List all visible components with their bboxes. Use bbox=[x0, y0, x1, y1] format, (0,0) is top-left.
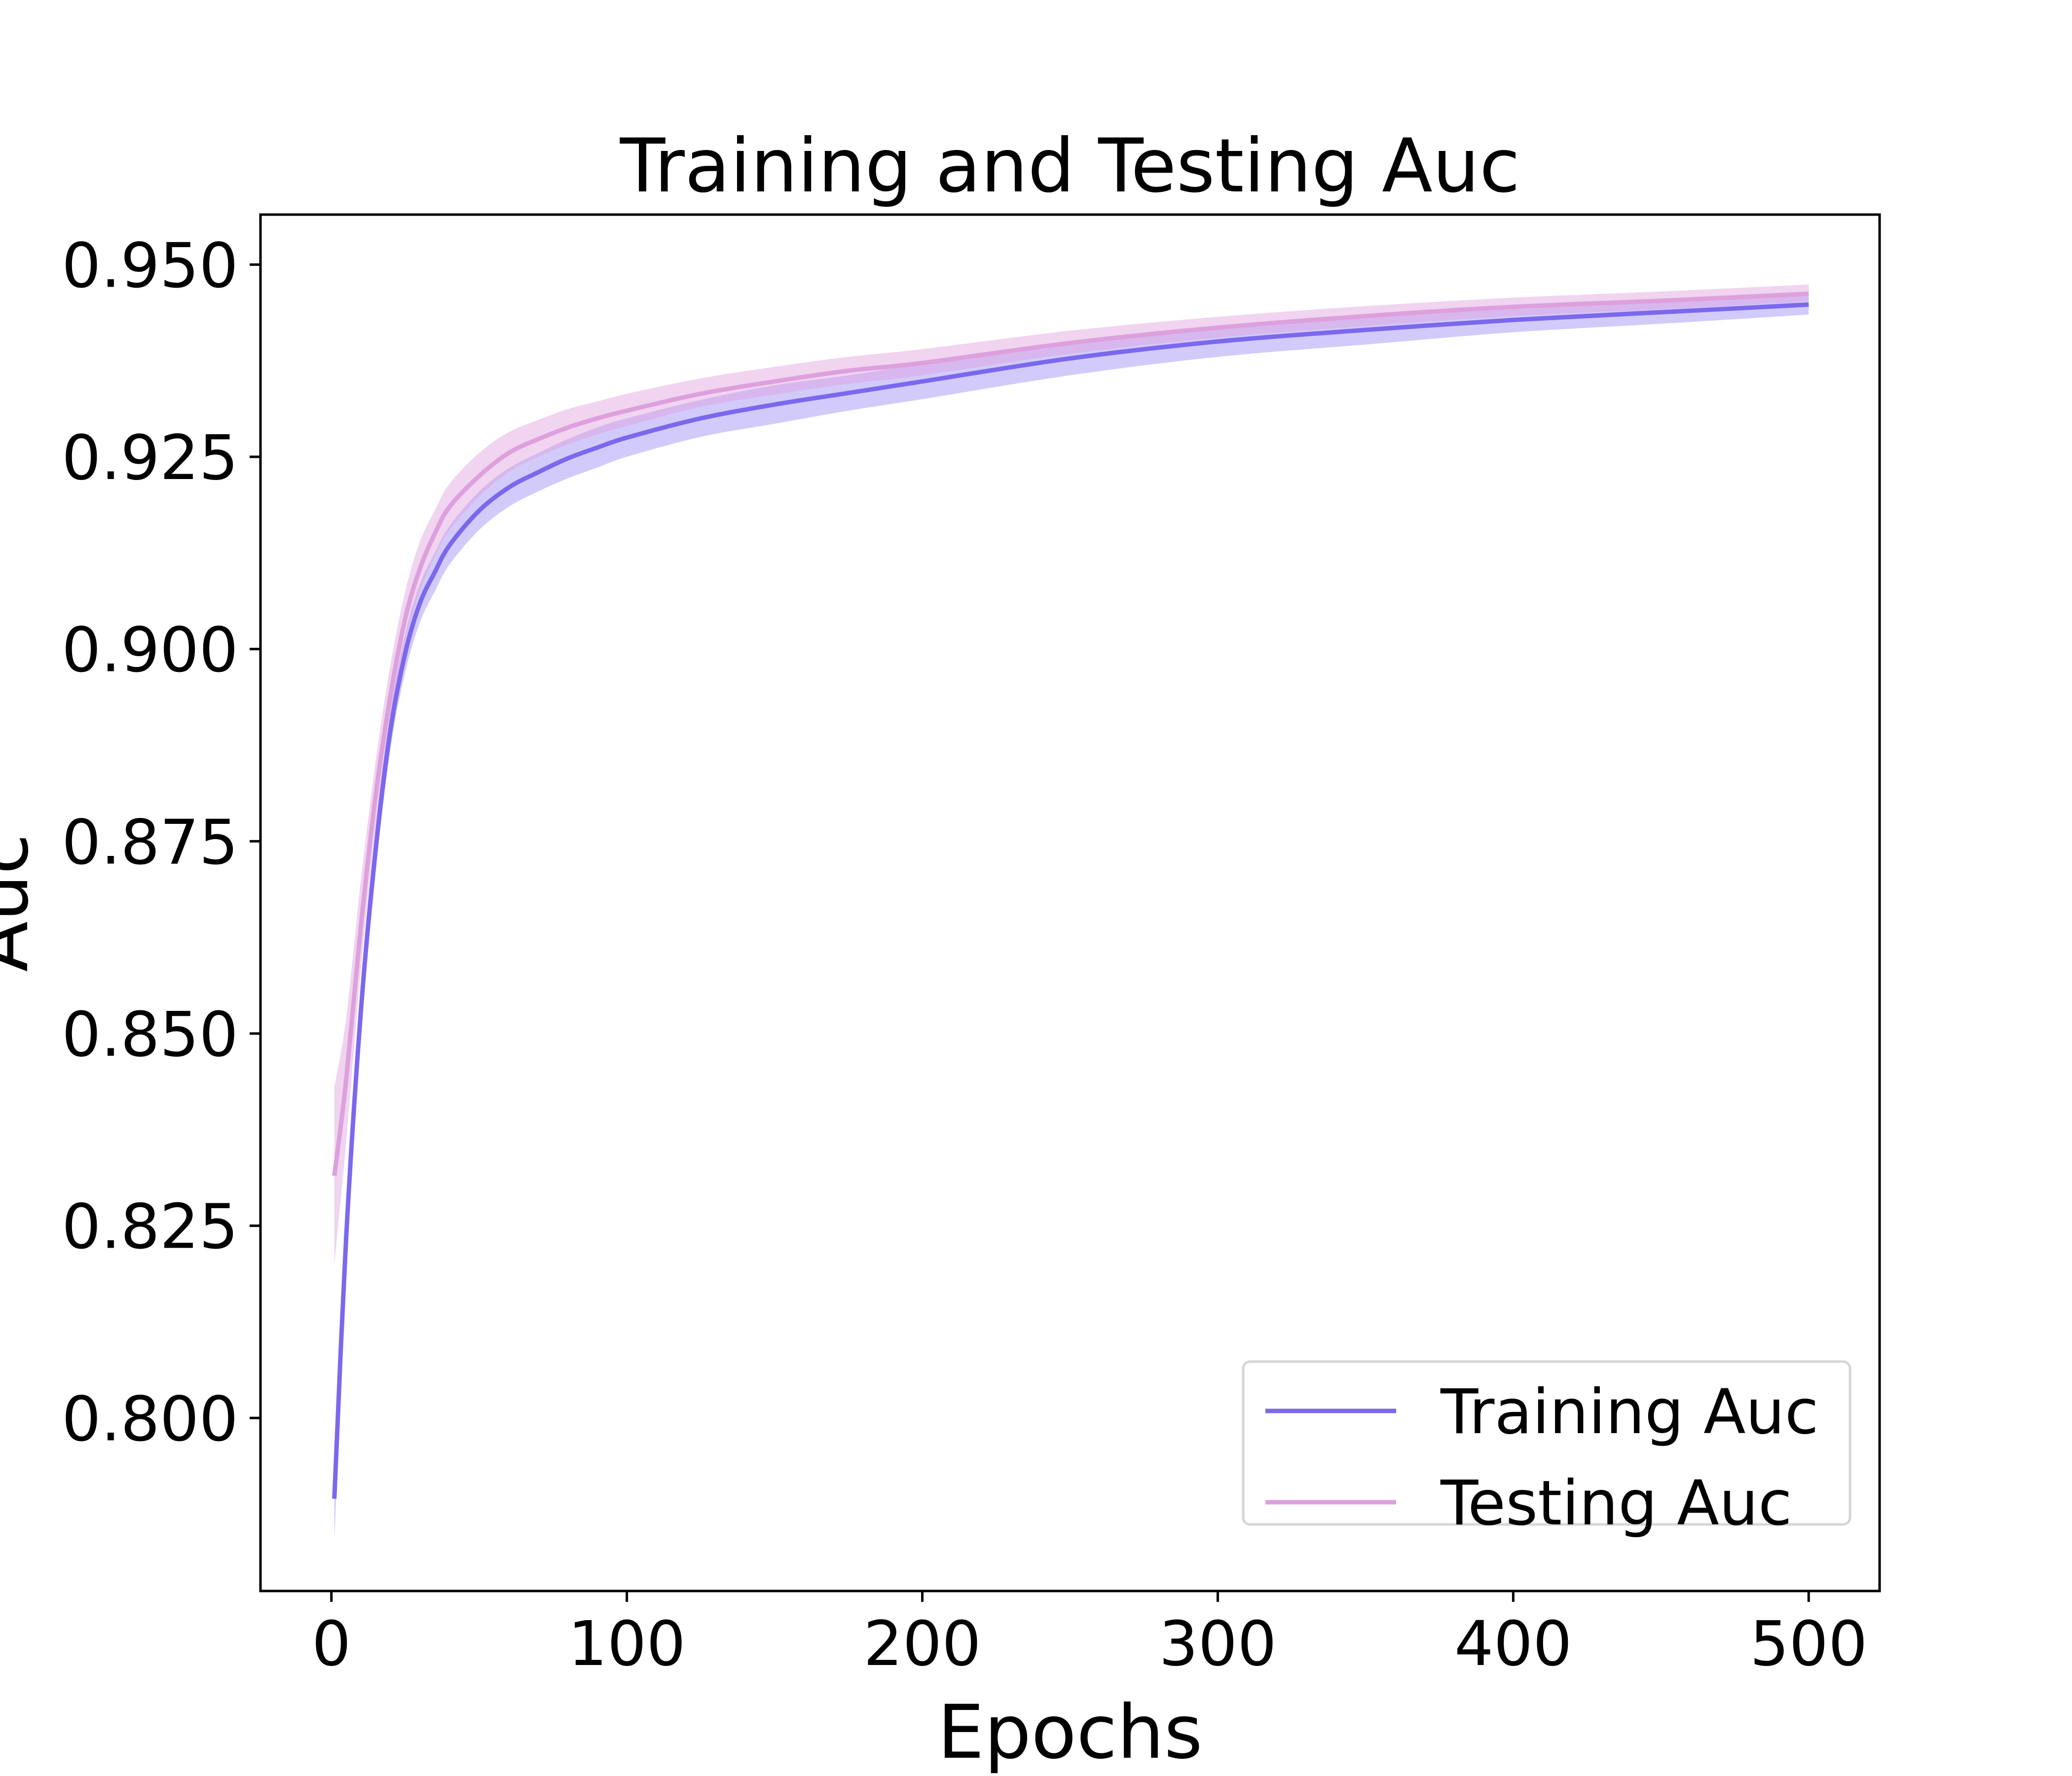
series-lines bbox=[332, 292, 1809, 1499]
y-tick-label: 0.825 bbox=[62, 1191, 238, 1263]
legend-box bbox=[1242, 1360, 1851, 1526]
x-axis-label: Epochs bbox=[937, 1690, 1202, 1776]
x-tick-label: 300 bbox=[1159, 1608, 1277, 1680]
x-axis: 0 100 200 300 400 500 bbox=[312, 1591, 1868, 1680]
legend-label-training: Training Auc bbox=[1440, 1376, 1818, 1448]
legend-label-testing: Testing Auc bbox=[1440, 1468, 1792, 1539]
x-tick-label: 100 bbox=[568, 1608, 686, 1680]
y-axis: 0.800 0.825 0.850 0.875 0.900 0.925 0.950 bbox=[62, 230, 260, 1455]
plot-area-frame bbox=[259, 213, 1881, 1592]
x-tick-label: 0 bbox=[312, 1608, 351, 1680]
y-tick-label: 0.950 bbox=[62, 230, 238, 301]
y-tick-label: 0.925 bbox=[62, 422, 238, 494]
y-axis-label: Auc bbox=[0, 834, 45, 972]
y-tick-label: 0.850 bbox=[62, 999, 238, 1071]
legend: Training Auc Testing Auc bbox=[1242, 1360, 1851, 1539]
x-tick-label: 200 bbox=[863, 1608, 981, 1680]
y-tick-label: 0.875 bbox=[62, 807, 238, 878]
y-tick-label: 0.800 bbox=[62, 1383, 238, 1455]
training-auc-line bbox=[332, 302, 1809, 1499]
testing-auc-line bbox=[332, 292, 1809, 1176]
x-tick-label: 500 bbox=[1750, 1608, 1868, 1680]
y-tick-label: 0.900 bbox=[62, 615, 238, 686]
chart-title: Training and Testing Auc bbox=[620, 123, 1520, 209]
x-tick-label: 400 bbox=[1454, 1608, 1572, 1680]
